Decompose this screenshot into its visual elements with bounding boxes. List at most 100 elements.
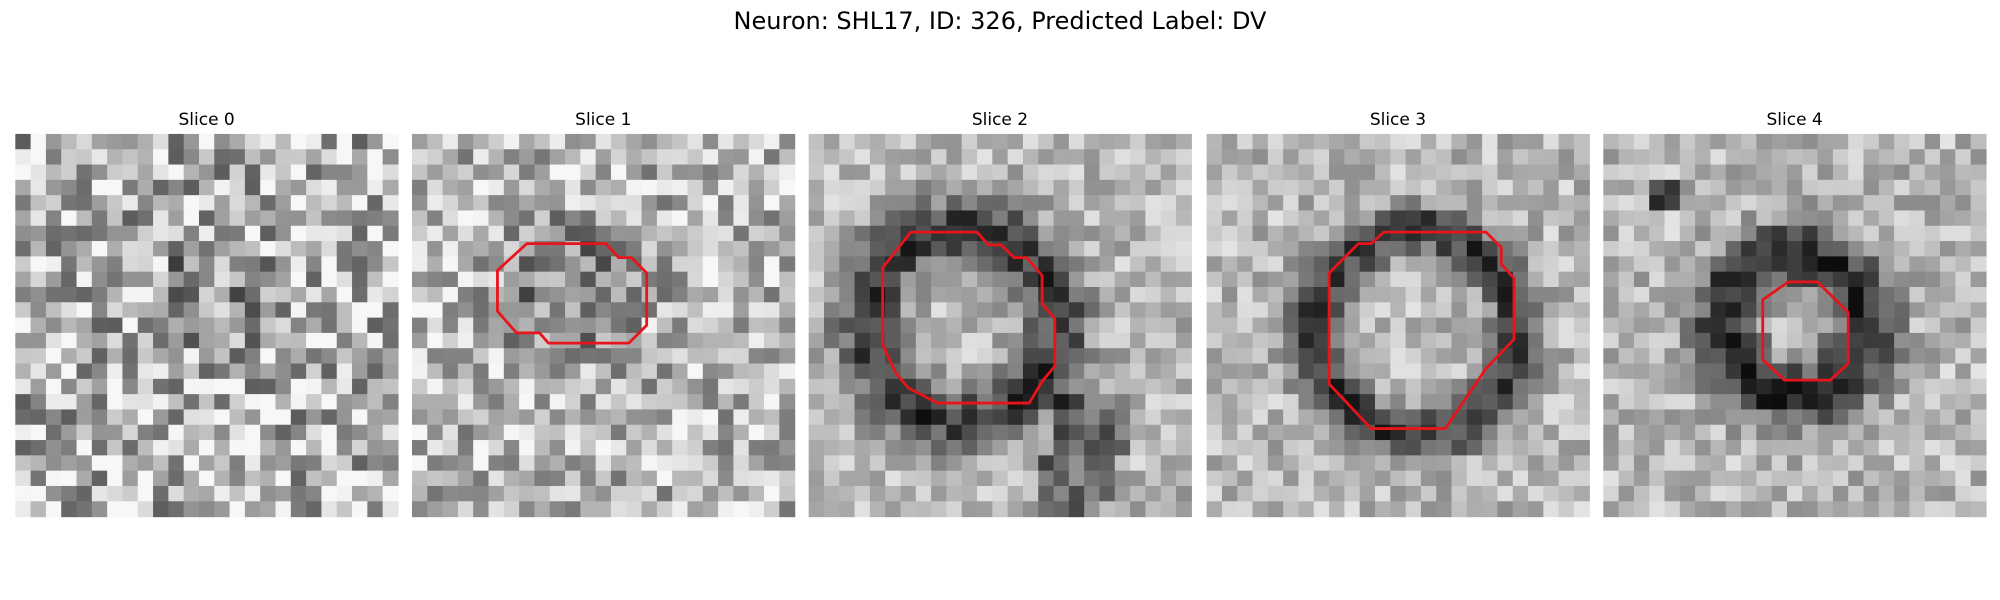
pixel [977,241,993,257]
pixel [427,470,444,487]
pixel [168,225,185,242]
pixel [1679,424,1696,441]
pixel [367,409,384,426]
pixel [1909,149,1926,166]
pixel [1053,149,1070,166]
pixel [1099,179,1116,196]
pixel [1725,133,1742,150]
pixel [1329,286,1345,303]
pixel [1848,424,1865,441]
pixel [549,424,566,441]
pixel [1221,225,1238,242]
pixel [1068,332,1085,349]
pixel [580,332,597,349]
pixel [1252,317,1269,334]
pixel [580,470,597,487]
pixel [1344,195,1361,212]
pixel [457,164,474,181]
pixel [15,470,32,487]
pixel [1206,440,1223,456]
pixel [1512,455,1529,472]
pixel [427,332,444,349]
pixel [1145,210,1162,227]
pixel [961,302,978,319]
pixel [808,424,825,441]
pixel [137,225,154,242]
pixel [1130,501,1146,518]
pixel [1710,225,1727,242]
pixel [580,348,597,365]
pixel [839,286,856,303]
pixel [1664,348,1681,365]
pixel [1221,378,1238,395]
pixel [503,378,520,395]
pixel [565,317,581,334]
pixel [1497,363,1514,380]
pixel [565,501,581,518]
pixel [764,302,780,319]
pixel [1878,241,1895,257]
pixel [961,470,978,487]
pixel [290,256,307,273]
pixel [168,271,185,288]
pixel [1955,271,1972,288]
pixel [76,271,93,288]
pixel [1817,256,1834,273]
pixel [1894,317,1911,334]
pixel [1374,332,1391,349]
pixel [915,195,932,212]
pixel [1909,256,1926,273]
pixel [214,195,231,212]
pixel [565,363,581,380]
pixel [808,225,825,242]
pixel [1679,455,1696,472]
pixel [457,424,474,441]
pixel [1283,409,1300,426]
pixel [1710,455,1727,472]
pixel [1528,470,1544,487]
pixel [1649,256,1666,273]
pixel [1176,149,1192,166]
pixel [168,210,185,227]
pixel [1267,363,1284,380]
pixel [1618,409,1635,426]
pixel [198,271,215,288]
pixel [839,302,856,319]
pixel [702,394,719,411]
pixel [1237,424,1254,441]
pixel [1603,149,1620,166]
pixel [1313,286,1330,303]
pixel [977,149,993,166]
pixel [1252,195,1269,212]
pixel [1237,164,1254,181]
pixel [367,133,384,150]
pixel [854,149,871,166]
pixel [1114,409,1131,426]
pixel [352,424,368,441]
pixel [961,378,978,395]
pixel [1848,485,1865,502]
pixel [1832,424,1849,441]
pixel [1955,485,1972,502]
pixel [1909,394,1926,411]
pixel [1710,271,1727,288]
pixel [1741,332,1757,349]
pixel [1114,470,1131,487]
pixel [1940,363,1956,380]
pixel [137,409,154,426]
pixel [1160,455,1177,472]
pixel [1863,179,1880,196]
pixel [1756,378,1773,395]
pixel [1543,164,1560,181]
pixel [779,210,796,227]
pixel [244,256,261,273]
pixel [823,179,840,196]
pixel [733,378,750,395]
pixel [1237,455,1254,472]
pixel [1466,149,1483,166]
pixel [931,378,948,395]
pixel [457,394,474,411]
pixel [321,271,338,288]
pixel [779,241,796,257]
pixel [260,225,277,242]
